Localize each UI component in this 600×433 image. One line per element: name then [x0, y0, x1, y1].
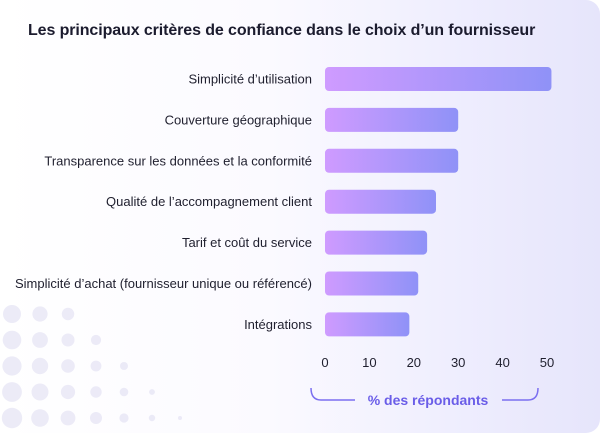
decorative-dot [60, 384, 76, 400]
decorative-dot [32, 306, 48, 322]
category-label: Intégrations [244, 317, 312, 332]
decorative-dot [2, 330, 22, 350]
category-label: Qualité de l’accompagnement client [106, 194, 312, 209]
decorative-dot [90, 334, 102, 346]
decorative-dot [2, 356, 22, 376]
decorative-dot [90, 360, 102, 372]
bar [325, 67, 552, 91]
bar [325, 148, 459, 173]
axis-bracket-right [502, 387, 539, 401]
decorative-dot [61, 333, 75, 347]
bar [325, 189, 436, 214]
category-label: Couverture géographique [165, 112, 312, 127]
decorative-dot [61, 359, 75, 373]
x-tick-label: 0 [321, 355, 328, 370]
x-tick-label: 40 [495, 355, 509, 370]
decorative-dot [60, 410, 76, 426]
x-tick-label: 20 [407, 355, 421, 370]
decorative-dot [31, 383, 49, 401]
x-tick-label: 50 [540, 355, 554, 370]
decorative-dot [31, 357, 49, 375]
chart-title: Les principaux critères de confiance dan… [28, 22, 536, 39]
x-axis-title: % des répondants [368, 392, 489, 408]
decorative-dot [2, 382, 22, 402]
decorative-dot [61, 307, 75, 321]
decorative-dot [178, 416, 182, 420]
decorative-dot [119, 387, 129, 397]
x-tick-label: 30 [451, 355, 465, 370]
decorative-dot [120, 362, 128, 370]
bar [325, 312, 410, 337]
decorative-dot [149, 389, 155, 395]
category-label: Tarif et coût du service [182, 235, 312, 250]
decorative-dot [90, 412, 102, 424]
category-label: Simplicité d’achat (fournisseur unique o… [15, 276, 312, 291]
x-tick-label: 10 [362, 355, 376, 370]
decorative-dot [31, 409, 49, 427]
bar [325, 107, 459, 132]
category-label: Simplicité d’utilisation [188, 72, 312, 87]
axis-bracket-left [310, 387, 355, 401]
category-label: Transparence sur les données et la confo… [44, 153, 312, 168]
bar [325, 230, 428, 255]
decorative-dot [32, 332, 48, 348]
decorative-dot [148, 414, 156, 422]
bar [325, 271, 419, 296]
decorative-dot [119, 413, 129, 423]
decorative-dot [1, 407, 23, 429]
decorative-dot [90, 386, 102, 398]
decorative-dot [3, 305, 21, 323]
